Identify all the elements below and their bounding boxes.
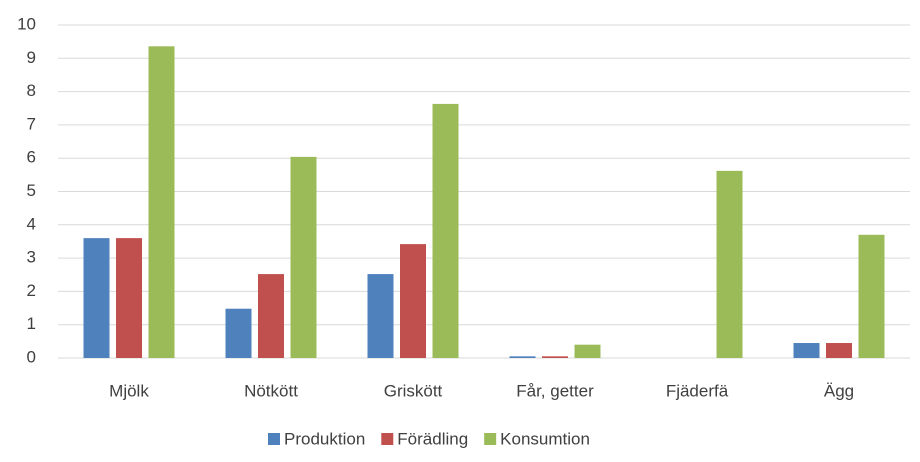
legend-label: Produktion: [284, 429, 365, 448]
y-tick-label: 0: [27, 347, 36, 366]
bar: [793, 343, 820, 358]
y-tick-label: 4: [27, 214, 36, 233]
bar: [290, 156, 317, 358]
bar: [225, 308, 252, 358]
legend-swatch: [381, 433, 394, 445]
bar: [400, 244, 426, 358]
bar: [83, 238, 110, 358]
bar: [858, 234, 885, 358]
bar: [116, 238, 142, 358]
y-tick-label: 5: [27, 181, 36, 200]
x-tick-label: Mjölk: [109, 381, 149, 400]
y-tick-label: 10: [17, 14, 36, 33]
bar: [432, 103, 459, 359]
y-tick-label: 9: [27, 48, 36, 67]
legend-swatch: [268, 433, 280, 445]
legend-label: Förädling: [397, 429, 468, 448]
bar: [509, 356, 536, 358]
x-tick-label: Ägg: [824, 381, 854, 400]
bar: [367, 274, 394, 358]
bar: [542, 356, 568, 358]
bar: [258, 274, 284, 358]
x-tick-label: Fjäderfä: [666, 381, 729, 400]
bar: [574, 344, 601, 358]
y-tick-label: 7: [27, 114, 36, 133]
x-tick-label: Griskött: [384, 381, 443, 400]
y-tick-label: 6: [27, 148, 36, 167]
y-tick-label: 2: [27, 281, 36, 300]
bar: [716, 170, 743, 358]
bar: [826, 343, 852, 358]
x-tick-label: Nötkött: [244, 381, 298, 400]
x-tick-label: Får, getter: [516, 381, 594, 400]
y-tick-label: 1: [27, 314, 36, 333]
legend-label: Konsumtion: [500, 429, 590, 448]
bar: [148, 46, 175, 358]
y-tick-label: 3: [27, 248, 36, 267]
y-tick-label: 8: [27, 81, 36, 100]
legend-swatch: [484, 433, 497, 445]
